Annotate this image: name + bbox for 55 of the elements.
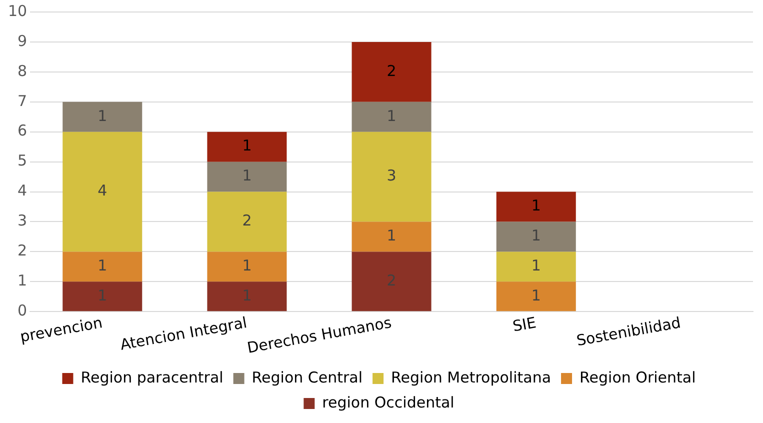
bar — [352, 132, 432, 222]
bar — [352, 252, 432, 312]
bar — [62, 282, 142, 312]
bar — [207, 162, 287, 192]
data-label: 1 — [242, 286, 252, 304]
x-tick-label: Atencion Integral — [118, 314, 248, 354]
legend-label: Region Oriental — [580, 368, 696, 386]
bar — [62, 252, 142, 282]
data-label: 1 — [242, 136, 252, 155]
y-tick-label: 2 — [18, 242, 28, 260]
data-label: 2 — [386, 271, 396, 290]
y-tick-label: 0 — [18, 302, 28, 320]
y-tick-label: 6 — [18, 122, 28, 140]
bar — [207, 132, 287, 162]
y-tick-label: 9 — [18, 32, 28, 50]
legend-label: Region paracentral — [80, 368, 224, 386]
data-label: 4 — [98, 182, 108, 200]
data-label: 1 — [386, 106, 396, 125]
data-label: 1 — [98, 256, 108, 275]
y-tick-label: 4 — [18, 182, 28, 200]
bar — [62, 132, 142, 252]
bar — [496, 222, 576, 252]
y-tick-label: 7 — [18, 92, 28, 110]
data-label: 1 — [98, 286, 108, 304]
data-label: 1 — [386, 226, 396, 245]
y-tick-label: 5 — [18, 152, 28, 170]
legend-label: Region Central — [252, 368, 363, 386]
x-tick-label: Derechos Humanos — [246, 314, 394, 357]
data-label: 1 — [531, 256, 541, 275]
bar — [352, 42, 432, 102]
bar — [496, 192, 576, 222]
data-label: 1 — [531, 196, 541, 215]
data-label: 3 — [386, 166, 396, 185]
y-tick-label: 3 — [18, 212, 28, 230]
data-label: 2 — [386, 62, 396, 80]
data-label: 2 — [242, 212, 252, 230]
bar — [496, 252, 576, 282]
y-tick-label: 10 — [8, 2, 28, 20]
bar — [352, 222, 432, 252]
data-label: 1 — [531, 226, 541, 245]
bar — [352, 102, 432, 132]
data-label: 1 — [98, 106, 108, 125]
bar — [62, 102, 142, 132]
bar — [207, 252, 287, 282]
legend-label: Region Metropolitana — [391, 368, 552, 386]
legend-label: region Occidental — [322, 393, 454, 412]
y-tick-label: 8 — [18, 62, 28, 80]
bar — [207, 192, 287, 252]
data-label: 1 — [242, 256, 252, 275]
bar — [207, 282, 287, 312]
data-label: 1 — [242, 166, 252, 185]
y-tick-label: 1 — [18, 272, 28, 290]
bar — [496, 282, 576, 312]
x-tick-label: SIE — [511, 314, 538, 336]
data-label: 1 — [531, 286, 541, 304]
